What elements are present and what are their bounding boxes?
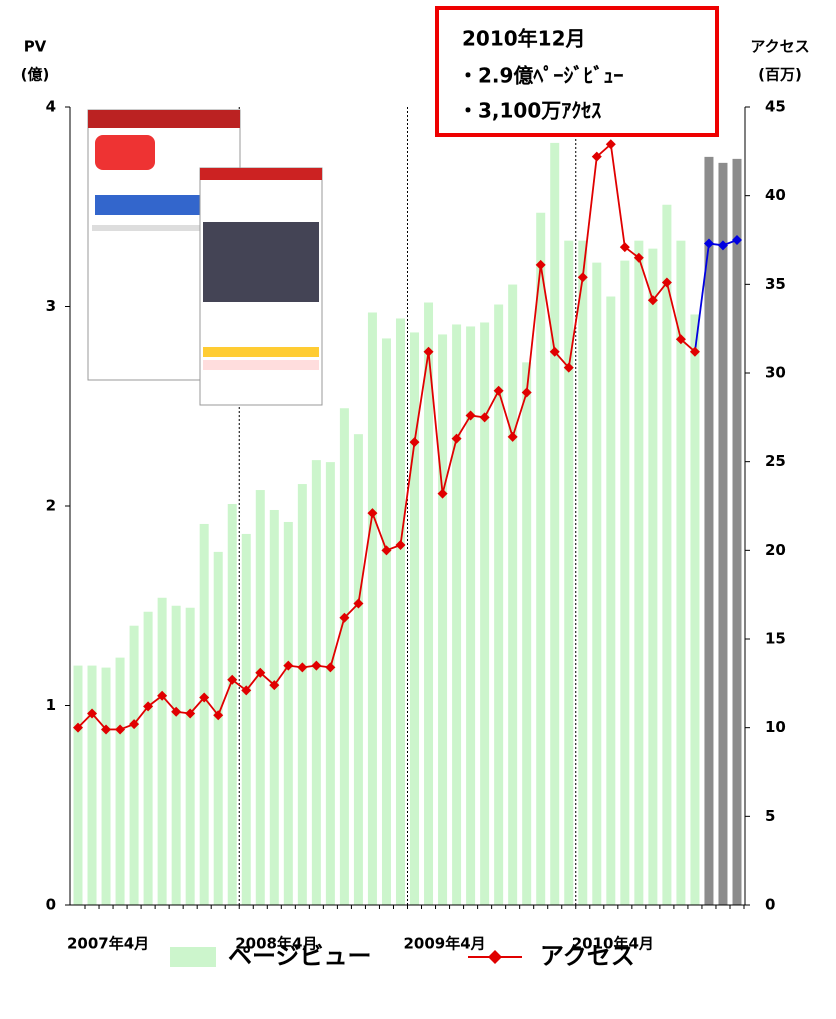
y-tick-label: 1 [46,696,56,714]
legend-label: ページビュー [228,942,372,970]
bar [550,143,559,905]
bar [648,249,657,905]
bar [578,241,587,905]
screenshot [88,110,322,405]
legend-swatch [170,947,216,967]
bar [690,314,699,905]
bar [340,408,349,905]
bar [438,334,447,905]
bar [354,434,363,905]
bar [88,666,97,905]
y2-label: (百万) [758,66,802,84]
x-tick-label: 2009年4月 [403,935,485,953]
annotation: ・3,100万ｱｸｾｽ [458,99,601,123]
bar [284,522,293,905]
bar [102,668,111,905]
bar [256,490,265,905]
bar [144,612,153,905]
bar [298,484,307,905]
y-tick-label: 4 [46,98,56,116]
bar [214,552,223,905]
y-label: PV [24,38,47,56]
bar [396,318,405,905]
y2-tick-label: 35 [765,275,786,293]
y2-tick-label: 25 [765,452,786,470]
line-segment [583,157,597,278]
bar [592,263,601,905]
y2-tick-label: 45 [765,98,786,116]
x-tick-label: 2007年4月 [67,935,149,953]
bar [270,510,279,905]
bar [452,324,461,905]
bar [200,524,209,905]
bar [130,626,139,905]
bar [228,504,237,905]
bar [74,666,83,905]
y2-tick-label: 30 [765,364,786,382]
bar [606,297,615,905]
bar [662,205,671,905]
bar [312,460,321,905]
bar [186,608,195,905]
y2-tick-label: 5 [765,807,775,825]
bar [718,163,727,905]
chart: PV (億) アクセス (百万) 01234051015202530354045… [0,0,836,1019]
y2-tick-label: 20 [765,541,786,559]
bar [536,213,545,905]
bar [508,285,517,905]
bar [522,362,531,905]
bar [424,303,433,905]
bar [116,658,125,905]
y-tick-label: 0 [46,896,56,914]
bar [326,462,335,905]
y2-tick-label: 0 [765,896,775,914]
bar [382,338,391,905]
annotation: ・2.9億ﾍﾟｰｼﾞﾋﾞｭｰ [458,64,623,88]
legend-swatch [488,950,502,964]
bar [634,241,643,905]
bar [368,312,377,905]
y-tick-label: 2 [46,497,56,515]
y2-label: アクセス [750,38,809,56]
bar [242,534,251,905]
bar [620,261,629,905]
bar [158,598,167,905]
annotation: 2010年12月 [462,27,586,51]
bar [733,159,742,905]
y2-tick-label: 40 [765,186,786,204]
legend-label: アクセス [540,942,635,970]
y-label: (億) [21,66,50,84]
y-tick-label: 3 [46,297,56,315]
bar [172,606,181,905]
y2-tick-label: 15 [765,630,786,648]
line-segment [611,144,625,247]
y2-tick-label: 10 [765,718,786,736]
bar [564,241,573,905]
